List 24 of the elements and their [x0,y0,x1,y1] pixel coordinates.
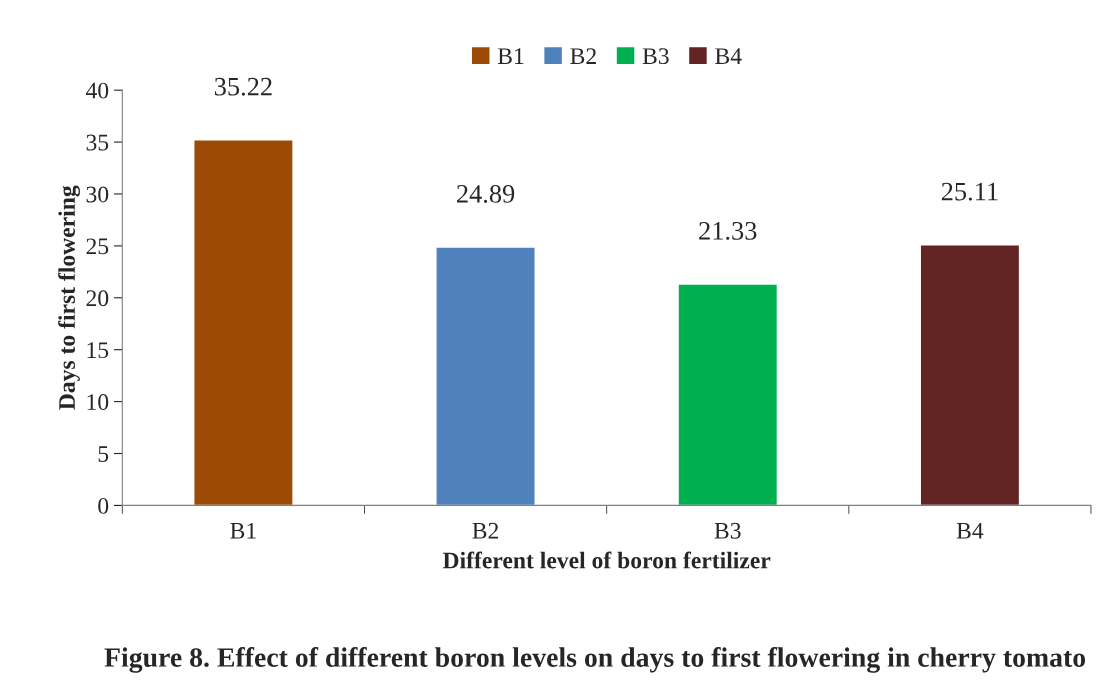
x-tick-label: B3 [714,522,741,539]
legend-label: B1 [497,48,524,64]
y-tick-label: 15 [87,342,109,359]
x-axis-title: Different level of boron fertilizer [442,551,771,569]
y-axis-title: Days to first flowering [58,185,80,410]
x-tick-label: B4 [956,522,984,539]
data-label: 25.11 [941,182,998,201]
y-tick-label: 25 [86,238,109,255]
y-tick-label: 30 [86,186,109,203]
x-tick-label: B1 [230,522,256,539]
y-tick-label: 5 [98,446,109,462]
caption: Figure 8. Effect of different boron levels on days to first flowering in cherry tomato [104,647,1086,673]
data-label: 24.89 [457,184,515,203]
data-label: 35.22 [214,77,272,96]
legend-label: B2 [570,48,596,64]
y-tick-label: 40 [85,82,109,99]
y-tick-label: 35 [86,134,109,151]
x-tick-label: B2 [472,522,499,539]
legend-label: B4 [715,48,742,64]
y-tick-label: 10 [87,394,109,411]
data-label: 21.33 [699,222,757,240]
y-tick-label: 0 [98,497,109,514]
y-tick-label: 20 [86,290,109,307]
legend-label: B3 [642,48,669,65]
